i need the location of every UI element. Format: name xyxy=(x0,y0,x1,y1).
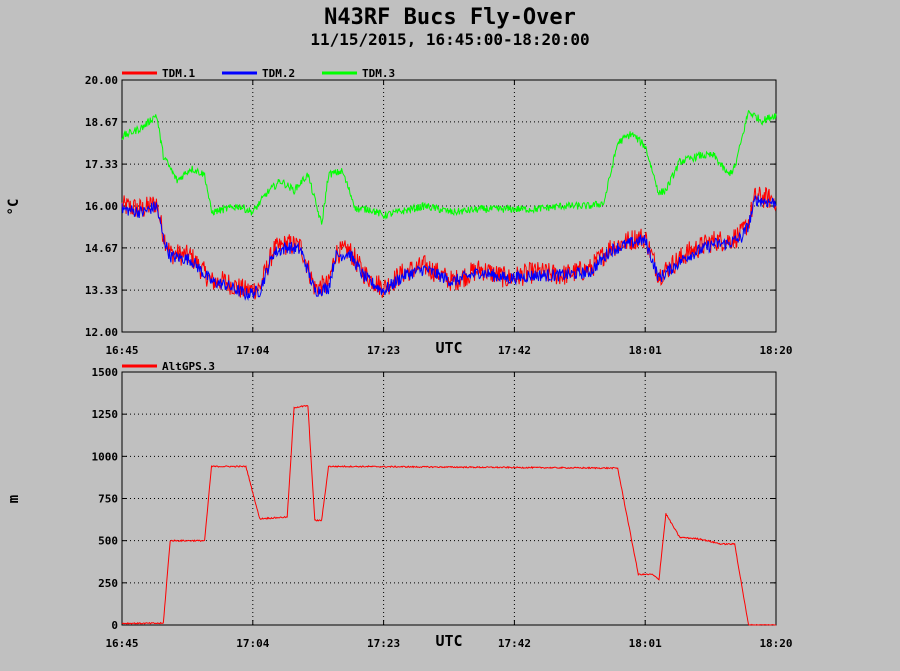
bottom-x-tick-label: 17:42 xyxy=(498,637,531,650)
top-series-line-tdm-2 xyxy=(121,195,777,301)
top-y-tick-label: 13.33 xyxy=(85,284,118,297)
bottom-x-tick-label: 17:23 xyxy=(367,637,400,650)
bottom-x-tick-label: 18:01 xyxy=(629,637,662,650)
bottom-y-tick-label: 1000 xyxy=(92,450,119,463)
top-y-tick-label: 17.33 xyxy=(85,158,118,171)
top-y-tick-label: 16.00 xyxy=(85,200,118,213)
bottom-x-tick-label: 18:20 xyxy=(759,637,792,650)
top-x-tick-label: 16:45 xyxy=(105,344,138,357)
bottom-x-tick-label: 17:04 xyxy=(236,637,269,650)
top-x-tick-label: 17:42 xyxy=(498,344,531,357)
bottom-y-tick-label: 1500 xyxy=(92,366,119,379)
top-plot-area xyxy=(121,79,777,333)
top-y-axis-label: °C xyxy=(6,199,22,216)
top-series-line-tdm-1 xyxy=(121,186,777,300)
top-x-axis-label: UTC xyxy=(435,339,462,357)
bottom-y-axis-label: m xyxy=(6,495,22,503)
bottom-y-tick-label: 0 xyxy=(111,619,118,632)
bottom-x-axis-label: UTC xyxy=(435,632,462,650)
top-series-line-tdm-3 xyxy=(121,109,777,225)
top-legend-label: TDM.1 xyxy=(162,67,195,80)
top-x-tick-label: 17:23 xyxy=(367,344,400,357)
chart-title: N43RF Bucs Fly-Over xyxy=(324,5,576,30)
bottom-chart: 1500 1250 1000 750 500 250 0 16:45 17:04 17:23 17:… xyxy=(92,360,793,650)
top-y-tick-label: 20.00 xyxy=(85,74,118,87)
top-y-tick-label: 14.67 xyxy=(85,242,118,255)
top-y-tick-label: 12.00 xyxy=(85,326,118,339)
top-legend-label: TDM.3 xyxy=(362,67,395,80)
bottom-legend-label: AltGPS.3 xyxy=(162,360,215,373)
chart-subtitle: 11/15/2015, 16:45:00-18:20:00 xyxy=(310,30,589,49)
top-y-tick-label: 18.67 xyxy=(85,116,118,129)
bottom-series-line-altgps-3 xyxy=(121,404,776,626)
bottom-y-tick-label: 500 xyxy=(98,535,118,548)
top-x-tick-label: 18:01 xyxy=(629,344,662,357)
top-x-tick-label: 17:04 xyxy=(236,344,269,357)
bottom-plot-area xyxy=(121,371,777,626)
top-chart: 20.00 18.67 17.33 16.00 14.67 13.33 12.00 16:45… xyxy=(85,67,793,357)
bottom-y-tick-label: 250 xyxy=(98,577,118,590)
bottom-y-tick-label: 750 xyxy=(98,493,118,506)
top-legend-label: TDM.2 xyxy=(262,67,295,80)
bottom-x-tick-label: 16:45 xyxy=(105,637,138,650)
top-x-tick-label: 18:20 xyxy=(759,344,792,357)
bottom-y-tick-label: 1250 xyxy=(92,408,119,421)
